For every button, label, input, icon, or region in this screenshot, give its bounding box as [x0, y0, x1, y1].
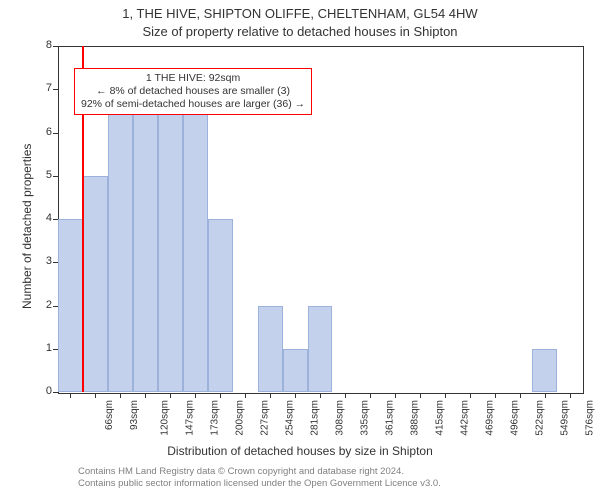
y-tick-mark	[53, 89, 58, 90]
y-tick-mark	[53, 176, 58, 177]
x-tick-label: 442sqm	[459, 400, 470, 436]
title-address: 1, THE HIVE, SHIPTON OLIFFE, CHELTENHAM,…	[0, 6, 600, 21]
x-tick-mark	[220, 393, 221, 398]
x-tick-label: 173sqm	[210, 400, 221, 436]
y-tick-label: 5	[32, 169, 52, 181]
x-tick-mark	[545, 393, 546, 398]
x-tick-mark	[70, 393, 71, 398]
x-tick-mark	[145, 393, 146, 398]
x-tick-mark	[245, 393, 246, 398]
x-tick-mark	[195, 393, 196, 398]
x-tick-mark	[495, 393, 496, 398]
x-tick-label: 308sqm	[335, 400, 346, 436]
y-tick-mark	[53, 133, 58, 134]
x-tick-label: 522sqm	[534, 400, 545, 436]
x-tick-mark	[120, 393, 121, 398]
x-tick-mark	[345, 393, 346, 398]
x-tick-label: 66sqm	[104, 400, 115, 430]
y-tick-label: 7	[32, 82, 52, 94]
x-tick-mark	[470, 393, 471, 398]
histogram-bar	[283, 349, 308, 392]
x-tick-label: 147sqm	[185, 400, 196, 436]
x-tick-label: 361sqm	[385, 400, 396, 436]
histogram-bar	[133, 89, 158, 392]
x-tick-mark	[320, 393, 321, 398]
x-tick-label: 200sqm	[235, 400, 246, 436]
histogram-bar	[58, 219, 83, 392]
x-tick-label: 335sqm	[360, 400, 371, 436]
histogram-bar	[158, 89, 183, 392]
footer-attribution: Contains HM Land Registry data © Crown c…	[78, 466, 441, 490]
x-tick-label: 576sqm	[584, 400, 595, 436]
x-tick-mark	[170, 393, 171, 398]
histogram-bar	[532, 349, 557, 392]
x-tick-mark	[520, 393, 521, 398]
annotation-line-2: ← 8% of detached houses are smaller (3)	[81, 85, 305, 98]
x-tick-mark	[370, 393, 371, 398]
x-axis-label: Distribution of detached houses by size …	[0, 444, 600, 458]
histogram-bar	[183, 89, 208, 392]
x-tick-mark	[420, 393, 421, 398]
x-tick-label: 120sqm	[160, 400, 171, 436]
x-tick-mark	[295, 393, 296, 398]
y-tick-label: 1	[32, 342, 52, 354]
y-tick-label: 8	[32, 39, 52, 51]
y-tick-label: 0	[32, 385, 52, 397]
annotation-callout: 1 THE HIVE: 92sqm ← 8% of detached house…	[74, 68, 312, 115]
title-subtitle: Size of property relative to detached ho…	[0, 24, 600, 39]
x-tick-mark	[570, 393, 571, 398]
y-tick-label: 6	[32, 126, 52, 138]
histogram-bar	[308, 306, 333, 393]
annotation-line-1: 1 THE HIVE: 92sqm	[81, 72, 305, 85]
histogram-bar	[108, 89, 133, 392]
y-tick-label: 4	[32, 212, 52, 224]
x-tick-label: 469sqm	[484, 400, 495, 436]
x-tick-label: 254sqm	[285, 400, 296, 436]
x-tick-label: 496sqm	[509, 400, 520, 436]
x-tick-label: 227sqm	[260, 400, 271, 436]
x-tick-label: 281sqm	[310, 400, 321, 436]
footer-line-1: Contains HM Land Registry data © Crown c…	[78, 466, 441, 478]
y-tick-label: 3	[32, 255, 52, 267]
x-tick-mark	[445, 393, 446, 398]
y-tick-mark	[53, 46, 58, 47]
x-tick-label: 93sqm	[129, 400, 140, 430]
chart-container: { "titles": { "line1": "1, THE HIVE, SHI…	[0, 0, 600, 500]
x-tick-label: 415sqm	[434, 400, 445, 436]
x-tick-mark	[95, 393, 96, 398]
histogram-bar	[83, 176, 108, 392]
histogram-bar	[258, 306, 283, 393]
x-tick-mark	[395, 393, 396, 398]
y-tick-label: 2	[32, 299, 52, 311]
annotation-line-3: 92% of semi-detached houses are larger (…	[81, 98, 305, 111]
footer-line-2: Contains public sector information licen…	[78, 478, 441, 490]
x-tick-label: 388sqm	[409, 400, 420, 436]
y-tick-mark	[53, 392, 58, 393]
histogram-bar	[208, 219, 233, 392]
x-tick-label: 549sqm	[559, 400, 570, 436]
x-tick-mark	[270, 393, 271, 398]
